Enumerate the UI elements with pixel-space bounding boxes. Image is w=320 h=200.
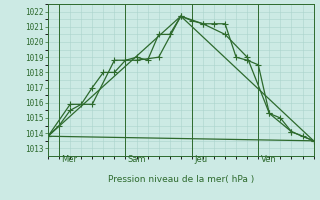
Text: Ven: Ven	[260, 155, 276, 164]
X-axis label: Pression niveau de la mer( hPa ): Pression niveau de la mer( hPa )	[108, 175, 254, 184]
Text: Jeu: Jeu	[194, 155, 207, 164]
Text: Mer: Mer	[61, 155, 77, 164]
Text: Sam: Sam	[128, 155, 146, 164]
